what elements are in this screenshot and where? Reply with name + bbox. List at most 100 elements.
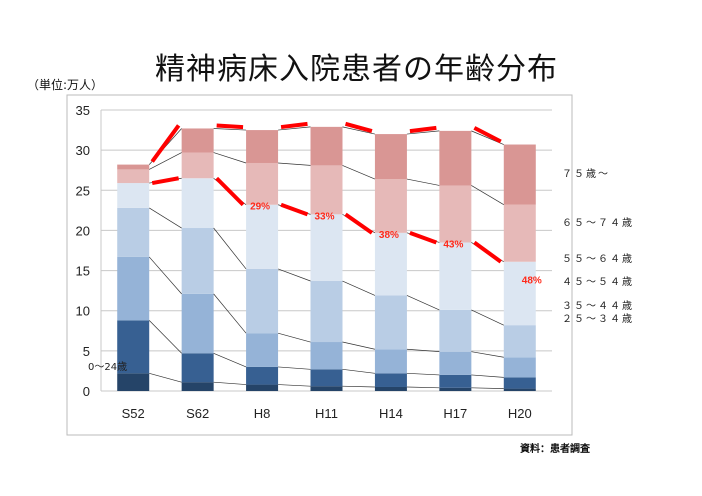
elderly-share-label: 29% bbox=[250, 202, 270, 213]
connector-line bbox=[149, 372, 182, 383]
x-tick-label: H20 bbox=[508, 406, 532, 421]
connector-line bbox=[278, 366, 311, 370]
unit-label: （単位:万人） bbox=[27, 78, 104, 92]
bar-segment bbox=[117, 320, 150, 374]
connector-line bbox=[278, 162, 311, 166]
connector-line bbox=[342, 385, 375, 388]
connector-line bbox=[342, 280, 376, 296]
bar-segment bbox=[181, 228, 214, 294]
elderly-share-label: 33% bbox=[314, 211, 334, 222]
connector-line bbox=[149, 152, 182, 170]
x-tick-label: S52 bbox=[122, 406, 145, 421]
connector-line bbox=[406, 295, 440, 311]
legend-label: ６５～７４歳 bbox=[562, 217, 634, 229]
bar-segment bbox=[503, 325, 536, 358]
bar-segment bbox=[181, 128, 214, 153]
bar-segment bbox=[181, 293, 214, 354]
bar-segment bbox=[117, 373, 150, 391]
bar-segment bbox=[117, 207, 150, 257]
legend-label: ４５～５４歳 bbox=[562, 276, 634, 288]
bar-segment bbox=[374, 295, 407, 350]
legend-label: ３５～４４歳 bbox=[562, 300, 634, 312]
bar-segment bbox=[374, 134, 407, 180]
connector-line bbox=[342, 341, 376, 350]
bar-segment bbox=[374, 386, 407, 391]
connector-line bbox=[342, 165, 376, 180]
elderly-boundary-line bbox=[409, 230, 438, 245]
elderly-boundary-line bbox=[150, 124, 181, 163]
bar-segment bbox=[439, 130, 472, 186]
bar-segment bbox=[503, 357, 536, 378]
x-tick-label: H14 bbox=[379, 406, 403, 421]
legend-label: ２５～３４歳 bbox=[562, 313, 634, 325]
connector-line bbox=[406, 386, 440, 389]
source-label: 資料：患者調査 bbox=[520, 444, 590, 455]
elderly-boundary-line bbox=[280, 202, 309, 217]
connector-line bbox=[213, 227, 247, 270]
elderly-boundary-line bbox=[151, 176, 180, 186]
connector-line bbox=[213, 381, 247, 385]
bar-segment bbox=[374, 232, 407, 296]
bar-segment bbox=[181, 353, 214, 383]
bar-segment bbox=[439, 351, 472, 375]
bar-segment bbox=[246, 268, 279, 334]
y-tick-label: 10 bbox=[76, 304, 90, 319]
connector-line bbox=[406, 130, 440, 135]
bar-segment bbox=[503, 388, 536, 391]
legend-label: 0〜24歳 bbox=[88, 361, 127, 373]
bar-segment bbox=[503, 204, 536, 262]
bar-segment bbox=[117, 164, 150, 170]
bar-segment bbox=[246, 333, 279, 367]
bar-segment bbox=[246, 162, 279, 205]
connector-line bbox=[471, 374, 504, 378]
elderly-share-label: 48% bbox=[522, 276, 542, 287]
bar-segment bbox=[503, 144, 536, 205]
bar-segment bbox=[246, 384, 279, 391]
bar-segment bbox=[439, 309, 472, 352]
elderly-boundary-line bbox=[409, 125, 437, 134]
x-tick-label: H17 bbox=[443, 406, 467, 421]
bar-segment bbox=[503, 261, 536, 326]
chart-frame bbox=[66, 94, 573, 436]
connector-line bbox=[149, 207, 182, 229]
bar-segment bbox=[439, 185, 472, 243]
bar-segment bbox=[117, 256, 150, 321]
bar-segment bbox=[310, 214, 343, 282]
chart-title: 精神病床入院患者の年齢分布 bbox=[155, 52, 558, 87]
bar-segment bbox=[310, 165, 343, 215]
bar-segment bbox=[181, 382, 214, 391]
elderly-share-label: 43% bbox=[443, 239, 463, 250]
connector-line bbox=[277, 268, 311, 282]
connector-line bbox=[406, 178, 440, 186]
bar-segment bbox=[310, 126, 343, 166]
connector-line bbox=[148, 256, 182, 295]
elderly-boundary-line bbox=[473, 240, 502, 264]
bar-segment bbox=[246, 204, 279, 269]
bar-segment bbox=[374, 179, 407, 233]
y-tick-label: 0 bbox=[83, 384, 90, 399]
bar-segment bbox=[310, 369, 343, 387]
bar-segment bbox=[310, 342, 343, 370]
connector-line bbox=[213, 128, 247, 131]
bar-segment bbox=[439, 374, 472, 388]
bar-segment bbox=[503, 377, 536, 389]
bar-segment bbox=[117, 169, 150, 184]
connector-line bbox=[148, 320, 182, 354]
bar-segment bbox=[310, 281, 343, 343]
elderly-boundary-line bbox=[280, 121, 308, 130]
connector-line bbox=[471, 387, 504, 389]
elderly-boundary-line bbox=[344, 212, 374, 235]
bar-segment bbox=[246, 130, 279, 163]
x-tick-label: H8 bbox=[254, 406, 271, 421]
connector-line bbox=[278, 126, 311, 131]
y-tick-label: 5 bbox=[83, 344, 90, 359]
elderly-boundary-line bbox=[216, 123, 244, 130]
elderly-share-label: 38% bbox=[379, 230, 399, 241]
y-tick-label: 20 bbox=[76, 223, 90, 238]
bar-segment bbox=[439, 242, 472, 310]
legend-label: ７５歳～ bbox=[562, 168, 610, 180]
connector-line bbox=[213, 293, 247, 334]
bar-segment bbox=[181, 178, 214, 229]
bar-segment bbox=[181, 152, 214, 179]
